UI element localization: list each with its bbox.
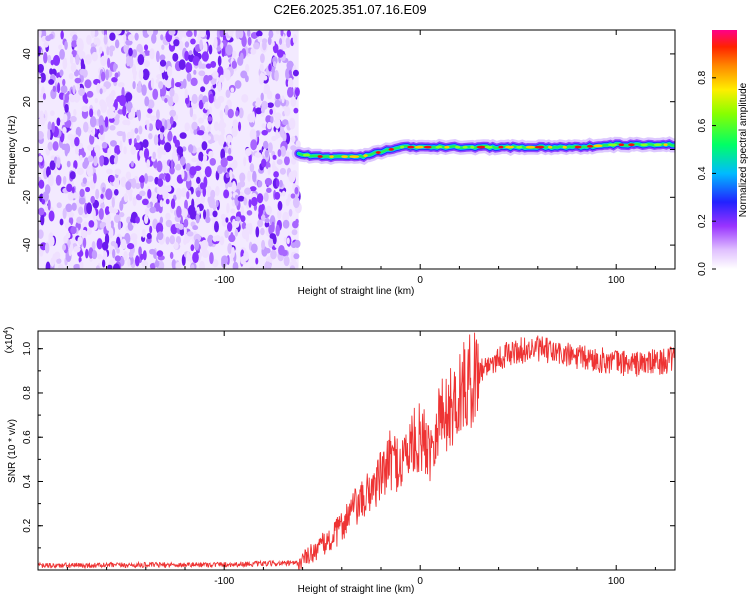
spectrogram-y-tick-label: -20 [22, 190, 33, 205]
spectrogram-x-tick-label: 0 [417, 275, 423, 286]
snr-x-tick-label: 100 [608, 576, 625, 587]
snr-y-label: SNR (10 * v/v) [7, 419, 18, 483]
snr-y-tick-label: 0.4 [22, 474, 33, 488]
colorbar-tick-label: 0.0 [697, 262, 708, 276]
spectrogram-noise-region [38, 30, 302, 269]
spectrogram-y-label: Frequency (Hz) [7, 116, 18, 185]
colorbar: 0.0 0.2 0.4 0.6 0.8 Normalized spectral ampl… [697, 30, 749, 276]
spectrogram-x-tick-label: -100 [214, 275, 234, 286]
colorbar-tick-label: 0.8 [697, 70, 708, 84]
spectrogram-y-tick-label: 20 [22, 96, 33, 108]
snr-scale-label: (x104) [3, 327, 15, 354]
snr-x-label: Height of straight line (km) [298, 584, 415, 595]
colorbar-tick-label: 0.6 [697, 118, 708, 132]
spectrogram-y-tick-label: 0 [22, 146, 33, 152]
colorbar-gradient [712, 30, 737, 269]
spectrogram-axes: -100 0 100 -40 -20 0 20 40 [22, 29, 675, 286]
spectrogram-y-tick-label: 40 [22, 48, 33, 60]
snr-frame [37, 330, 676, 571]
snr-axes: -100 0 100 0.2 0.4 0.6 0.8 1.0 [22, 331, 675, 587]
spectrogram-x-tick-label: 100 [608, 275, 625, 286]
snr-y-tick-label: 0.6 [22, 430, 33, 444]
spectrogram-y-tick-label: -40 [22, 237, 33, 252]
spectrogram-plot: -100 0 100 -40 -20 0 20 40 Height of straight l… [7, 29, 749, 297]
snr-y-tick-label: 0.8 [22, 386, 33, 400]
colorbar-tick-label: 0.2 [697, 214, 708, 228]
spectrogram-signal-ridge [291, 136, 675, 165]
figure-title: C2E6.2025.351.07.16.E09 [273, 2, 426, 17]
snr-y-tick-label: 0.2 [22, 518, 33, 532]
snr-series-line [38, 332, 675, 570]
colorbar-tick-label: 0.4 [697, 166, 708, 180]
snr-x-tick-label: 0 [417, 576, 423, 587]
snr-plot: -100 0 100 0.2 0.4 0.6 0.8 1.0 Height of straig… [3, 327, 676, 595]
colorbar-label: Normalized spectral amplitude [738, 82, 749, 217]
snr-x-tick-label: -100 [214, 576, 234, 587]
spectrogram-x-label: Height of straight line (km) [298, 286, 415, 297]
snr-y-tick-label: 1.0 [22, 341, 33, 355]
